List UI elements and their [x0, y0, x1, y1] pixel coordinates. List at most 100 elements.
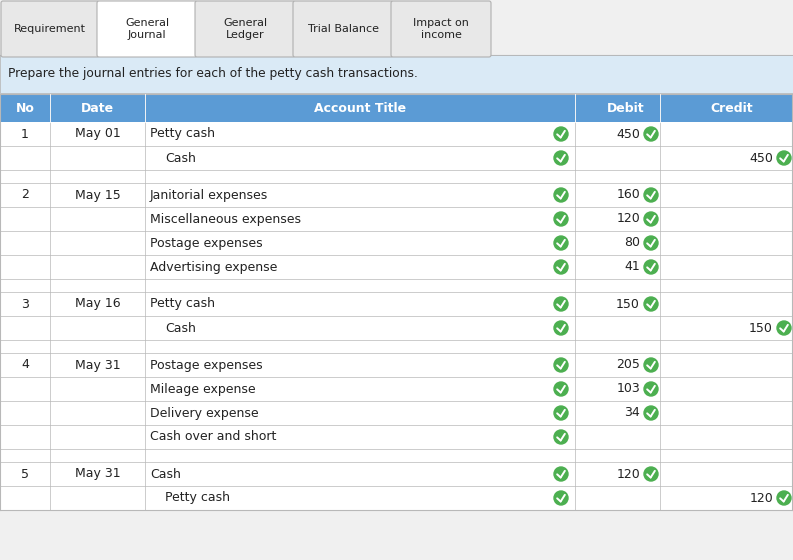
FancyBboxPatch shape [391, 1, 491, 57]
Bar [0, 425, 793, 449]
Text: Miscellaneous expenses: Miscellaneous expenses [150, 212, 301, 226]
Circle shape [554, 151, 568, 165]
Text: Trial Balance: Trial Balance [308, 24, 378, 34]
Bar [0, 55, 793, 93]
Circle shape [644, 212, 658, 226]
Text: Debit: Debit [607, 101, 644, 114]
Bar [0, 170, 793, 183]
Text: No: No [16, 101, 34, 114]
Bar [0, 292, 793, 316]
Bar [0, 353, 793, 377]
Text: Petty cash: Petty cash [150, 297, 215, 310]
Text: May 16: May 16 [75, 297, 121, 310]
Text: 80: 80 [624, 236, 640, 250]
Circle shape [777, 151, 791, 165]
Circle shape [554, 430, 568, 444]
Circle shape [554, 236, 568, 250]
Text: Account Title: Account Title [314, 101, 406, 114]
Text: 5: 5 [21, 468, 29, 480]
Text: 34: 34 [624, 407, 640, 419]
Text: Cash over and short: Cash over and short [150, 431, 277, 444]
Text: General
Journal: General Journal [125, 18, 169, 40]
Text: 120: 120 [616, 468, 640, 480]
Bar [0, 207, 793, 231]
Text: Cash: Cash [165, 152, 196, 165]
Text: Date: Date [81, 101, 114, 114]
Circle shape [554, 406, 568, 420]
Bar [0, 231, 793, 255]
Text: 160: 160 [616, 189, 640, 202]
Circle shape [554, 382, 568, 396]
Text: 103: 103 [616, 382, 640, 395]
Text: Credit: Credit [711, 101, 753, 114]
Bar [0, 377, 793, 401]
Circle shape [554, 467, 568, 481]
Bar [0, 401, 793, 425]
Text: 150: 150 [749, 321, 773, 334]
Text: 120: 120 [616, 212, 640, 226]
Circle shape [644, 236, 658, 250]
Text: 450: 450 [749, 152, 773, 165]
Text: Mileage expense: Mileage expense [150, 382, 255, 395]
Bar [0, 122, 793, 146]
Text: May 31: May 31 [75, 358, 121, 371]
Circle shape [644, 260, 658, 274]
Circle shape [554, 358, 568, 372]
Text: 150: 150 [616, 297, 640, 310]
Circle shape [554, 260, 568, 274]
Text: Petty cash: Petty cash [165, 492, 230, 505]
Bar [0, 486, 793, 510]
Text: Delivery expense: Delivery expense [150, 407, 259, 419]
Text: Petty cash: Petty cash [150, 128, 215, 141]
Circle shape [644, 467, 658, 481]
Text: 4: 4 [21, 358, 29, 371]
Bar [0, 183, 793, 207]
Circle shape [777, 491, 791, 505]
Bar [0, 316, 793, 340]
Text: Cash: Cash [165, 321, 196, 334]
Circle shape [644, 297, 658, 311]
Circle shape [554, 127, 568, 141]
Text: Cash: Cash [150, 468, 181, 480]
Text: 2: 2 [21, 189, 29, 202]
Bar [0, 449, 793, 462]
Text: 205: 205 [616, 358, 640, 371]
Text: May 31: May 31 [75, 468, 121, 480]
Bar [0, 279, 793, 292]
Bar [0, 462, 793, 486]
Text: 41: 41 [624, 260, 640, 273]
Circle shape [777, 321, 791, 335]
Text: Impact on
income: Impact on income [413, 18, 469, 40]
Text: 120: 120 [749, 492, 773, 505]
FancyBboxPatch shape [293, 1, 393, 57]
Bar [0, 340, 793, 353]
FancyBboxPatch shape [97, 1, 197, 57]
Bar [0, 146, 793, 170]
Text: Requirement: Requirement [14, 24, 86, 34]
Circle shape [644, 188, 658, 202]
Circle shape [644, 358, 658, 372]
Text: Janitorial expenses: Janitorial expenses [150, 189, 268, 202]
Text: 450: 450 [616, 128, 640, 141]
Text: Postage expenses: Postage expenses [150, 358, 262, 371]
Text: Advertising expense: Advertising expense [150, 260, 278, 273]
Text: May 01: May 01 [75, 128, 121, 141]
Circle shape [644, 382, 658, 396]
FancyBboxPatch shape [195, 1, 295, 57]
Circle shape [554, 297, 568, 311]
Circle shape [554, 188, 568, 202]
FancyBboxPatch shape [1, 1, 99, 57]
Circle shape [554, 491, 568, 505]
Text: General
Ledger: General Ledger [223, 18, 267, 40]
Text: Prepare the journal entries for each of the petty cash transactions.: Prepare the journal entries for each of … [8, 68, 418, 81]
Circle shape [644, 406, 658, 420]
Bar [0, 255, 793, 279]
Text: May 15: May 15 [75, 189, 121, 202]
Text: 1: 1 [21, 128, 29, 141]
Circle shape [644, 127, 658, 141]
Text: Postage expenses: Postage expenses [150, 236, 262, 250]
Circle shape [554, 212, 568, 226]
Circle shape [554, 321, 568, 335]
Bar [0, 94, 793, 122]
Text: 3: 3 [21, 297, 29, 310]
